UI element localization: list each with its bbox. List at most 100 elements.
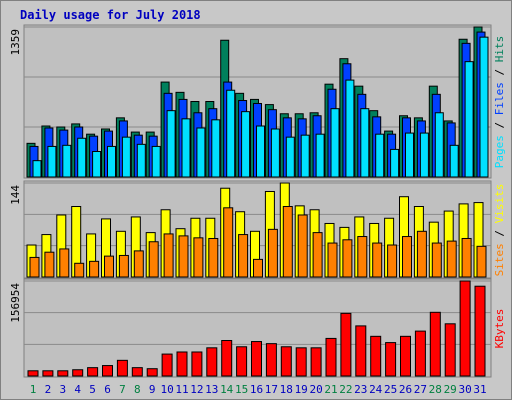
x-tick-label: 22 [339,383,352,396]
bar [327,242,338,278]
bar [416,230,427,278]
bar [265,343,277,377]
x-tick-label: 2 [45,383,52,396]
x-tick-label: 28 [429,383,442,396]
legend-entry: Hits [493,36,506,63]
x-tick-label: 14 [220,383,234,396]
bar [405,132,414,178]
legend: KBytes [493,309,506,349]
x-tick-label: 18 [280,383,293,396]
bar [27,370,39,377]
x-tick-label: 6 [104,383,111,396]
bar [429,311,441,377]
x-tick-label: 30 [458,383,471,396]
bar [390,148,400,178]
bar [434,112,444,178]
bar [236,346,248,377]
bar [133,250,144,278]
bar [267,228,278,278]
bar [89,260,100,278]
bar [42,370,54,377]
x-tick-label: 12 [190,383,203,396]
x-tick-label: 4 [74,383,81,396]
bar [107,145,116,178]
bar [474,285,486,377]
x-tick-label: 3 [59,383,66,396]
y-tick-label: 156954 [9,283,22,323]
bar [431,242,442,278]
bar [400,335,411,377]
x-tick-label: 26 [399,383,412,396]
bar [131,367,143,377]
bar [32,160,42,178]
x-tick-label: 19 [295,383,308,396]
bar [444,323,456,377]
bar [191,351,203,377]
bar [163,233,174,278]
bar [387,244,398,278]
bar [446,240,457,278]
bar [29,256,40,278]
y-tick-label: 1359 [9,29,22,56]
legend-entry: KBytes [493,309,506,349]
bar [208,237,219,278]
bar [176,351,188,377]
x-tick-label: 13 [205,383,218,396]
bar [325,337,337,377]
bar [256,125,265,178]
bar [449,144,459,178]
x-tick-label: 20 [309,383,322,396]
bar [193,237,204,278]
legend: Pages / Files / Hits [493,36,506,169]
bar [181,118,191,178]
bar [282,206,293,278]
bar [166,110,176,178]
x-tick-label: 8 [134,383,141,396]
bar [59,248,70,278]
x-tick-label: 23 [354,383,367,396]
legend-entry: Sites [493,243,506,276]
bar [47,145,57,178]
bar [253,258,263,278]
bar [372,242,383,278]
x-tick-label: 21 [324,383,337,396]
bar [251,341,262,377]
bar [74,262,85,278]
legend: Sites / Visits [493,184,506,277]
bar [414,330,426,377]
x-tick-label: 5 [89,383,96,396]
bar [102,365,113,377]
bar [464,61,474,178]
bar [459,280,471,377]
bar [402,236,412,278]
bar [146,368,158,377]
x-tick-label: 15 [235,383,248,396]
x-tick-label: 10 [160,383,173,396]
x-tick-label: 9 [149,383,156,396]
x-tick-label: 7 [119,383,126,396]
x-tick-label: 24 [369,383,383,396]
bar [241,111,251,178]
legend-entry: Files [493,82,506,115]
legend-entry: Pages [493,135,506,168]
bar [476,245,487,278]
bar [226,89,236,178]
bar [300,134,310,178]
x-tick-label: 27 [414,383,427,396]
bar [375,133,385,178]
bar [206,347,218,377]
bar [479,36,489,178]
bar [310,347,322,377]
bar [57,370,69,377]
x-tick-label: 1 [30,383,37,396]
bar [270,128,280,178]
bar [297,214,308,278]
bar [357,236,368,278]
bar [92,151,102,178]
bar [345,79,355,178]
bar [340,312,352,377]
bar [419,132,429,178]
bar [295,347,307,377]
bar [136,143,146,178]
